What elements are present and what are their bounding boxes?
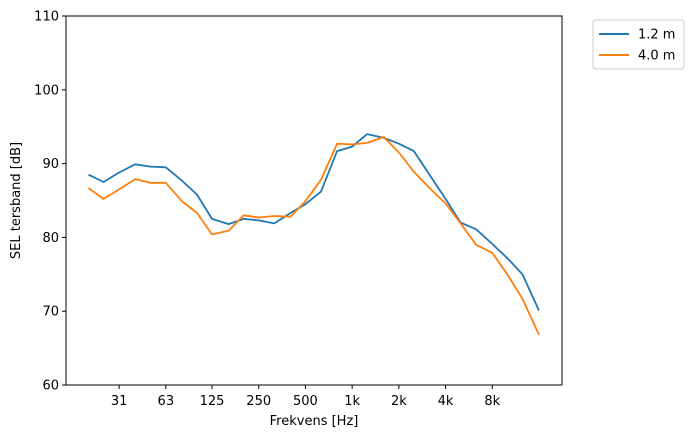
x-tick-label: 63 xyxy=(158,394,175,409)
x-tick-label: 125 xyxy=(200,394,225,409)
y-tick-label: 80 xyxy=(42,231,59,246)
legend-label-1: 1.2 m xyxy=(638,28,675,43)
y-tick-label: 90 xyxy=(42,157,59,172)
y-tick-label: 60 xyxy=(42,379,59,394)
x-tick-label: 500 xyxy=(293,394,318,409)
y-axis-label: SEL tersband [dB] xyxy=(9,142,24,259)
y-tick-label: 110 xyxy=(34,10,59,25)
x-tick-label: 8k xyxy=(484,394,500,409)
x-tick-label: 31 xyxy=(111,394,128,409)
y-tick-label: 100 xyxy=(34,83,59,98)
legend: 1.2 m 4.0 m xyxy=(592,19,685,70)
y-axis: 60 70 80 90 100 110 xyxy=(34,10,66,394)
series-layer xyxy=(87,133,540,336)
series-line-2 xyxy=(87,136,540,336)
x-tick-label: 2k xyxy=(391,394,407,409)
x-axis-label: Frekvens [Hz] xyxy=(270,414,359,429)
x-tick-label: 4k xyxy=(438,394,454,409)
x-tick-label: 250 xyxy=(246,394,271,409)
legend-label-2: 4.0 m xyxy=(638,49,675,64)
x-axis: 31 63 125 250 500 1k 2k 4k 8k xyxy=(111,385,501,409)
series-line-1 xyxy=(88,133,540,311)
legend-box xyxy=(592,19,685,70)
plot-frame xyxy=(65,15,563,386)
plot-area xyxy=(66,16,562,385)
x-tick-label: 1k xyxy=(344,394,360,409)
y-tick-label: 70 xyxy=(42,305,59,320)
